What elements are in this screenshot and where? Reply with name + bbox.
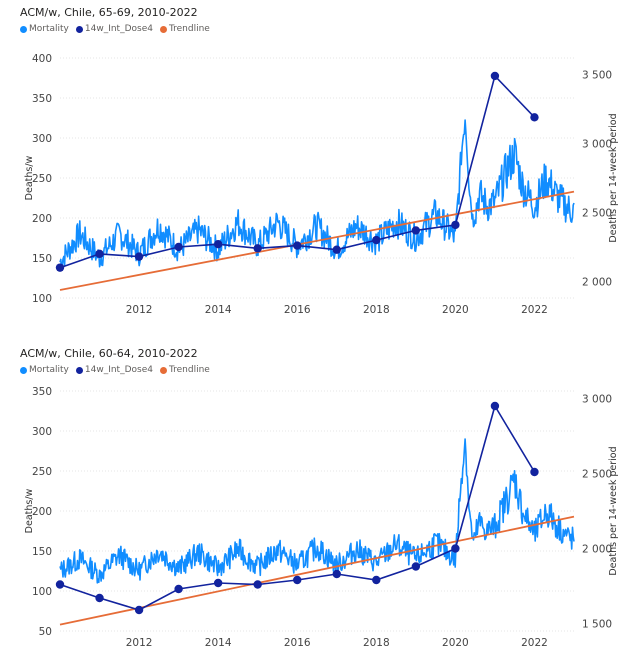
x-tick-label: 2016 bbox=[284, 304, 311, 316]
x-tick-label: 2022 bbox=[521, 637, 548, 649]
dose-point bbox=[174, 584, 183, 594]
y-tick-label: 150 bbox=[32, 546, 52, 558]
dose-point bbox=[253, 244, 262, 253]
legend-label-dose: 14w_Int_Dose4 bbox=[84, 365, 153, 375]
legend-marker-dose bbox=[75, 25, 83, 33]
dose-point bbox=[490, 71, 500, 81]
y2-tick-label: 2 000 bbox=[582, 276, 612, 288]
dose-point bbox=[451, 220, 460, 230]
legend-item-mortality[interactable]: Mortality bbox=[20, 24, 69, 34]
y-tick-label: 100 bbox=[32, 586, 52, 598]
y-tick-label: 300 bbox=[32, 426, 52, 438]
y2-tick-label: 3 000 bbox=[582, 139, 612, 151]
x-tick-label: 2018 bbox=[363, 637, 390, 649]
legend-label-mortality: Mortality bbox=[29, 365, 69, 375]
chart-title: ACM/w, Chile, 65-69, 2010-2022 bbox=[20, 6, 198, 19]
x-tick-label: 2012 bbox=[126, 637, 153, 649]
y2-tick-label: 1 500 bbox=[582, 619, 612, 631]
chart-legend: Mortality 14w_Int_Dose4 Trendline bbox=[20, 24, 210, 34]
dose-point bbox=[372, 235, 381, 245]
y2-axis-title: Deaths per 14-week period bbox=[608, 446, 619, 575]
legend-label-trendline: Trendline bbox=[168, 24, 210, 34]
y-tick-label: 350 bbox=[32, 386, 52, 398]
dose-point bbox=[332, 569, 341, 579]
x-tick-label: 2012 bbox=[126, 304, 153, 316]
y2-tick-label: 2 000 bbox=[582, 544, 612, 556]
x-tick-label: 2014 bbox=[205, 637, 232, 649]
y2-axis-title: Deaths per 14-week period bbox=[608, 113, 619, 242]
legend-label-dose: 14w_Int_Dose4 bbox=[84, 24, 153, 34]
y-tick-label: 200 bbox=[32, 506, 52, 518]
y-axis-title: Deaths/w bbox=[24, 155, 35, 200]
y2-tick-label: 3 500 bbox=[582, 70, 612, 82]
dose-point bbox=[55, 263, 65, 272]
dose-point bbox=[490, 401, 500, 411]
x-tick-label: 2018 bbox=[363, 304, 390, 316]
legend-marker-mortality bbox=[20, 25, 27, 33]
x-tick-label: 2022 bbox=[521, 304, 548, 316]
dose-point bbox=[95, 593, 104, 603]
dose-point bbox=[530, 467, 539, 477]
chart-legend: Mortality 14w_Int_Dose4 Trendline bbox=[20, 365, 210, 375]
dose-point bbox=[213, 578, 223, 588]
y-tick-label: 350 bbox=[32, 93, 52, 105]
dose-point bbox=[451, 544, 460, 553]
dose-point bbox=[411, 562, 421, 571]
dose-point bbox=[530, 113, 539, 122]
legend-label-trendline: Trendline bbox=[168, 365, 210, 375]
line-chart-65-69: 100 150 200 250 300 350 400 2 000 2 500 3 000 3 50… bbox=[24, 53, 619, 316]
x-tick-label: 2020 bbox=[442, 637, 469, 649]
legend-item-dose[interactable]: 14w_Int_Dose4 bbox=[75, 24, 153, 34]
legend-marker-mortality bbox=[20, 366, 27, 374]
series-mortality-line bbox=[59, 438, 575, 584]
dose-point bbox=[174, 242, 183, 252]
legend-marker-dose bbox=[75, 366, 83, 374]
y-tick-label: 400 bbox=[32, 53, 52, 65]
series-mortality-line bbox=[59, 119, 575, 270]
legend-item-dose[interactable]: 14w_Int_Dose4 bbox=[75, 365, 153, 375]
legend-item-trendline[interactable]: Trendline bbox=[159, 24, 210, 34]
y-tick-label: 250 bbox=[32, 466, 52, 478]
y-axis-title: Deaths/w bbox=[24, 488, 35, 533]
chart-panel-60-64: ACM/w, Chile, 60-64, 2010-2022 Mortality… bbox=[0, 341, 634, 654]
dose-point bbox=[332, 245, 341, 254]
dose-point bbox=[372, 575, 381, 585]
trendline bbox=[59, 190, 575, 291]
series-dose-line bbox=[59, 74, 536, 269]
line-chart-60-64: 50 100 150 200 250 300 350 1 500 2 000 2 500 3 000… bbox=[24, 386, 619, 649]
y-tick-label: 100 bbox=[32, 293, 52, 305]
legend-label-mortality: Mortality bbox=[29, 24, 69, 34]
y2-tick-label: 2 500 bbox=[582, 207, 612, 219]
dose-point bbox=[55, 580, 65, 589]
dose-point bbox=[213, 240, 223, 249]
y-tick-label: 200 bbox=[32, 213, 52, 225]
dose-point bbox=[253, 580, 262, 589]
y-tick-label: 150 bbox=[32, 253, 52, 265]
y2-tick-label: 3 000 bbox=[582, 394, 612, 406]
dose-point bbox=[293, 241, 302, 250]
legend-item-trendline[interactable]: Trendline bbox=[159, 365, 210, 375]
dose-point bbox=[134, 605, 144, 615]
y-tick-label: 300 bbox=[32, 133, 52, 145]
x-tick-label: 2016 bbox=[284, 637, 311, 649]
legend-marker-trendline bbox=[159, 25, 167, 33]
dose-point bbox=[293, 575, 302, 585]
dose-point bbox=[95, 249, 104, 259]
legend-item-mortality[interactable]: Mortality bbox=[20, 365, 69, 375]
y2-tick-label: 2 500 bbox=[582, 469, 612, 481]
y-tick-label: 250 bbox=[32, 173, 52, 185]
x-tick-label: 2020 bbox=[442, 304, 469, 316]
dose-point bbox=[134, 252, 144, 261]
chart-panel-65-69: ACM/w, Chile, 65-69, 2010-2022 Mortality… bbox=[20, 6, 619, 316]
y-tick-label: 50 bbox=[39, 626, 52, 638]
legend-marker-trendline bbox=[159, 366, 167, 374]
x-tick-label: 2014 bbox=[205, 304, 232, 316]
chart-title: ACM/w, Chile, 60-64, 2010-2022 bbox=[20, 347, 198, 360]
dose-point bbox=[411, 226, 421, 235]
